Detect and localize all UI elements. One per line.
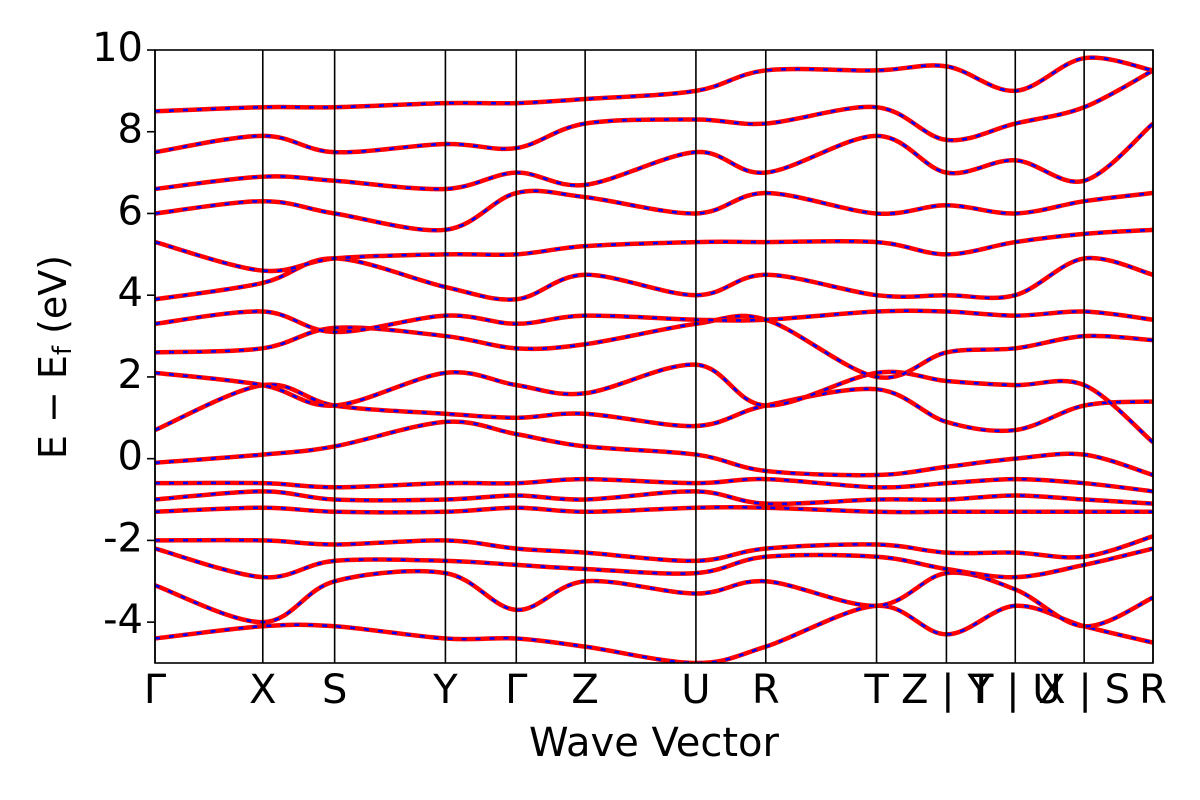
band-line xyxy=(155,121,1153,192)
plot-frame xyxy=(154,49,1154,664)
x-tick-label: X | S xyxy=(1038,667,1130,713)
y-tick-label: -2 xyxy=(103,515,143,561)
bands xyxy=(155,55,1153,663)
x-tick-label: Γ xyxy=(144,667,167,713)
band-line-dashed xyxy=(155,383,1153,433)
band-line-dashed xyxy=(155,505,1153,514)
y-tick-label: 0 xyxy=(118,434,143,480)
band-line xyxy=(155,504,1153,515)
band-line-dashed xyxy=(155,604,1153,663)
band-line xyxy=(155,568,1153,629)
band-line xyxy=(155,382,1153,434)
band-line-dashed xyxy=(155,535,1153,563)
y-label-unit: (eV) xyxy=(31,255,75,334)
band-line xyxy=(155,55,1153,114)
band-line xyxy=(155,188,1153,233)
band-line-dashed xyxy=(155,56,1153,113)
y-label-main: E − E xyxy=(31,355,75,459)
band-line xyxy=(155,534,1153,564)
x-tick-label: T | U xyxy=(968,667,1062,713)
x-tick-label: S xyxy=(322,667,347,713)
x-tick-label: R xyxy=(752,667,780,713)
band-line xyxy=(155,68,1153,155)
x-tick-label: X xyxy=(249,667,276,713)
y-tick-label: 8 xyxy=(118,107,143,153)
y-label-sub: f xyxy=(48,345,78,355)
x-tick-label: Γ xyxy=(505,667,528,713)
x-tick-label: T xyxy=(863,667,889,713)
x-tick-label: Z | Y xyxy=(901,667,992,713)
band-line-dashed xyxy=(155,69,1153,154)
y-tick-label: -4 xyxy=(103,597,143,643)
y-tick-label: 10 xyxy=(92,25,143,71)
band-line xyxy=(155,489,1153,507)
y-tick-label: 2 xyxy=(118,352,143,398)
band-line xyxy=(155,308,1153,335)
y-axis-label: E − Ef (eV) xyxy=(31,255,78,459)
x-tick-label: U xyxy=(681,667,710,713)
x-tick-label: Y xyxy=(432,667,458,713)
band-line xyxy=(155,603,1153,663)
x-axis-label: Wave Vector xyxy=(529,720,780,766)
x-tick-label: Z xyxy=(571,667,598,713)
y-tick-label: 6 xyxy=(118,188,143,234)
band-line-dashed xyxy=(155,477,1153,493)
band-line-dashed xyxy=(155,309,1153,334)
band-line xyxy=(155,476,1153,494)
band-line-dashed xyxy=(155,363,1153,444)
band-line-dashed xyxy=(155,490,1153,506)
band-line-dashed xyxy=(155,228,1153,273)
x-tick-label: R xyxy=(1139,667,1167,713)
y-tick-label: 4 xyxy=(118,270,143,316)
band-line-dashed xyxy=(155,189,1153,232)
